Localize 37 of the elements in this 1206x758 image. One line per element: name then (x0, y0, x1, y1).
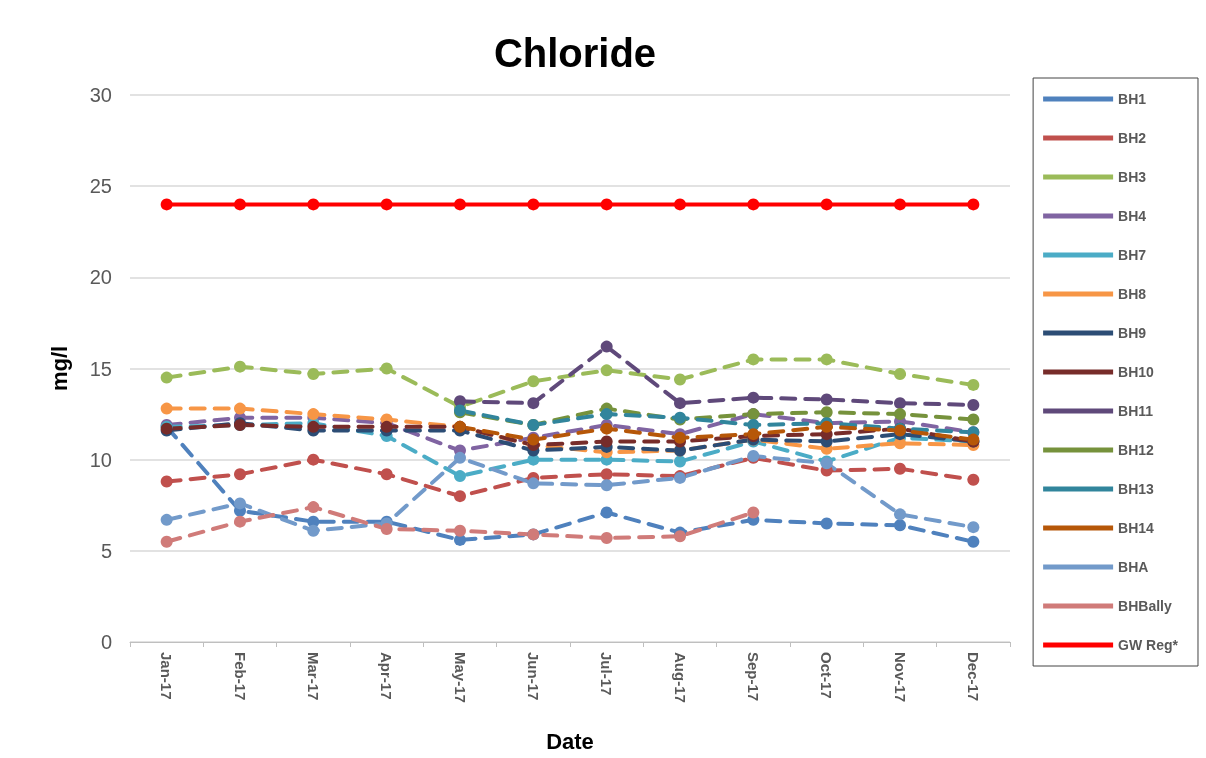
legend-label: BH3 (1118, 169, 1147, 185)
legend-label: BHA (1118, 559, 1149, 575)
y-tick-label: 5 (100, 539, 112, 562)
x-tick-label: Mar-17 (304, 652, 322, 701)
legend-label: BH12 (1118, 442, 1155, 458)
legend-label: BH7 (1118, 247, 1147, 263)
legend-label: BHBally (1118, 598, 1173, 614)
legend-label: BH10 (1118, 364, 1155, 380)
y-tick-label: 0 (100, 631, 112, 653)
legend-label: BH1 (1118, 91, 1147, 107)
x-tick-label: Feb-17 (231, 652, 249, 701)
x-tick-label: May-17 (451, 652, 469, 703)
y-tick-label: 20 (89, 266, 112, 289)
x-axis-title: Date (546, 728, 594, 754)
x-tick-label: Dec-17 (964, 652, 982, 702)
legend-label: GW Reg* (1118, 637, 1179, 653)
legend-label: BH4 (1118, 208, 1147, 224)
legend-label: BH13 (1118, 481, 1155, 497)
chart-title: Chloride (493, 31, 657, 75)
x-tick-label: Nov-17 (891, 652, 909, 703)
y-tick-label: 25 (89, 175, 112, 198)
x-tick-label: Jul-17 (598, 652, 616, 696)
legend-label: BH14 (1118, 520, 1155, 536)
x-tick-label: Apr-17 (378, 652, 396, 700)
y-tick-label: 30 (89, 84, 112, 106)
legend-label: BH11 (1118, 403, 1154, 419)
x-tick-label: Sep-17 (744, 652, 762, 702)
x-tick-label: Oct-17 (818, 652, 836, 699)
y-tick-label: 10 (89, 448, 112, 471)
legend-label: BH2 (1118, 130, 1147, 146)
y-axis-title: mg/l (46, 345, 72, 392)
x-tick-label: Jan-17 (158, 652, 176, 700)
y-tick-label: 15 (89, 357, 112, 380)
x-tick-label: Jun-17 (524, 652, 542, 701)
legend-label: BH8 (1118, 286, 1147, 302)
legend-label: BH9 (1118, 325, 1147, 341)
x-tick-label: Aug-17 (671, 652, 689, 703)
